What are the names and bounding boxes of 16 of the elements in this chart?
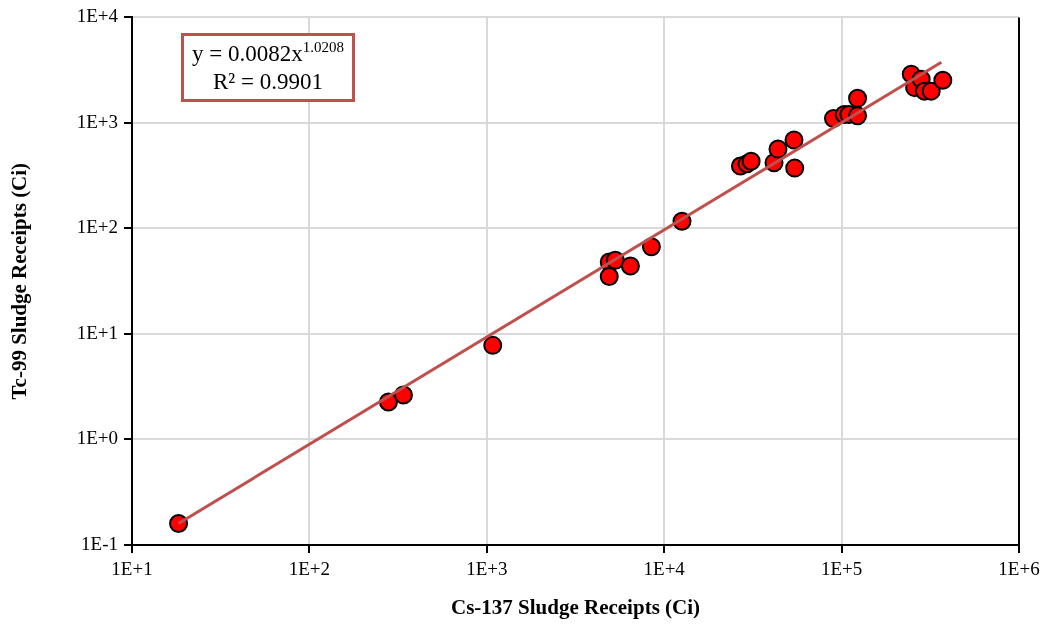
y-tick-label: 1E+3 bbox=[76, 110, 118, 132]
y-tick-label: 1E-1 bbox=[81, 532, 118, 554]
y-axis-title: Tc-99 Sludge Receipts (Ci) bbox=[7, 162, 32, 400]
y-tick-label: 1E+1 bbox=[76, 321, 118, 343]
x-tick-label: 1E+1 bbox=[111, 558, 153, 580]
x-axis-title: Cs-137 Sludge Receipts (Ci) bbox=[450, 594, 701, 619]
x-tick-label: 1E+3 bbox=[466, 558, 508, 580]
x-tick-label: 1E+2 bbox=[288, 558, 331, 580]
y-tick-label: 1E+4 bbox=[76, 5, 119, 27]
annotation: y = 0.0082x$^{1.0208}$ bbox=[192, 38, 344, 68]
x-tick-label: 1E+6 bbox=[998, 558, 1040, 580]
y-tick-label: 1E+2 bbox=[76, 216, 118, 238]
x-tick-label: 1E+4 bbox=[643, 558, 686, 580]
y-tick-label: 1E+0 bbox=[76, 427, 118, 449]
annotation: R² = 0.9901 bbox=[212, 68, 324, 97]
x-tick-label: 1E+5 bbox=[820, 558, 863, 580]
